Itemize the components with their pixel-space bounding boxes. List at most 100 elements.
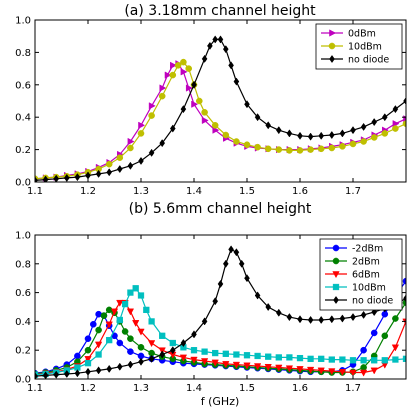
panel-b-series-6dbm-point-27 — [285, 365, 294, 373]
panel-b-series-no-diode-point-6 — [95, 366, 102, 375]
panel-b-series-2dbm-point-35 — [370, 329, 378, 337]
panel-b-series-no-diode-point-29 — [307, 315, 314, 324]
panel-b-y-tick-label-1: 0.2 — [15, 346, 31, 357]
panel-a-series-10dbm-point-11 — [148, 112, 155, 119]
panel-b-x-tick-label-0: 1.1 — [27, 383, 43, 394]
panel-b-y-tick-label-3: 0.6 — [15, 288, 31, 299]
panel-b-series-no-diode-point-25 — [265, 302, 272, 312]
panel-b-legend-marker-6dbm — [332, 271, 340, 279]
panel-b-series-6dbm-point-7 — [105, 321, 113, 329]
panel-a-series-10dbm-point-10 — [137, 130, 145, 137]
panel-a-legend-label-0dbm: 0dBm — [348, 29, 376, 40]
panel-b-series-10dbm-point-26 — [275, 354, 282, 361]
panel-a-series-10dbm-point-34 — [360, 138, 367, 145]
panel-a-series-10dbm-point-32 — [339, 143, 346, 150]
panel-b-series-no-diode-point-34 — [360, 310, 367, 319]
panel-b-series-no-diode-point-21 — [233, 248, 240, 257]
panel-a-series-10dbm-point-12 — [158, 92, 166, 100]
panel-b-series-6dbm-point-17 — [179, 354, 188, 362]
panel-a-series-0dbm-point-11 — [148, 102, 156, 110]
panel-b-series-2dbm-point-12 — [127, 348, 134, 355]
panel-b-series-no-diode-point-16 — [201, 317, 208, 326]
panel-b-series-6dbm-point-37 — [391, 344, 400, 352]
panel-b-series-6dbm-point-28 — [296, 366, 304, 374]
panel-b-series-no-diode-point-38 — [403, 294, 406, 303]
panel-a-series-10dbm-point-27 — [286, 147, 293, 154]
panel-b-series-6dbm-point-13 — [137, 328, 145, 336]
panel-a-series-10dbm-point-25 — [264, 145, 272, 153]
panel-b-series-10dbm-point-34 — [360, 357, 367, 364]
panel-a-series-10dbm-point-16 — [185, 65, 193, 72]
panel-a-series-10dbm-point-24 — [254, 143, 261, 151]
panel-a-series-0dbm-line — [35, 62, 406, 180]
panel-a-series-10dbm-point-30 — [317, 145, 325, 153]
panel-b-y-tick-label-4: 0.8 — [15, 259, 31, 270]
panel-b-legend-label-2dbm: 2dBm — [352, 257, 380, 268]
panel-a-series-no-diode-point-34 — [360, 122, 367, 131]
panel-b-legend-marker-10dbm — [332, 283, 340, 291]
panel-b-series-no-diode-point-17 — [212, 297, 219, 306]
panel-a-x-tick-label-4: 1.5 — [239, 186, 255, 197]
panel-b-series-10dbm-point-6 — [95, 351, 102, 358]
panel-b-series-2dbm-point-38 — [402, 277, 406, 285]
panel-b-legend-marker-no-diode — [333, 295, 339, 305]
panel-a-series-10dbm-point-28 — [296, 147, 304, 154]
panel-a-series-10dbm-point-38 — [402, 120, 406, 127]
panel-a-series-no-diode-point-4 — [74, 173, 81, 182]
panel-a-legend-marker-0dbm — [329, 29, 337, 37]
panel-b-series-10dbm-point-15 — [159, 332, 166, 339]
panel-a-series-no-diode-point-21 — [228, 61, 234, 70]
panel-a-series-10dbm-line — [35, 61, 406, 180]
panel-b-series-6dbm-point-12 — [132, 320, 140, 327]
panel-b-series-no-diode-point-22 — [238, 259, 245, 268]
panel-a-series-no-diode-point-23 — [244, 100, 250, 109]
panel-a-series-0dbm-point-9 — [127, 137, 135, 146]
panel-a-series-0dbm-point-10 — [138, 121, 146, 129]
panel-a-x-tick-label-0: 1.1 — [27, 186, 43, 197]
panel-b-x-tick-label-5: 1.6 — [292, 383, 308, 394]
panel-b-series-10dbm-point-29 — [307, 355, 314, 362]
panel-b-series-2dbm-point-34 — [360, 346, 367, 354]
panel-b-series-no-diode-point-19 — [222, 259, 229, 268]
panel-b-legend-label-no-diode: no diode — [352, 296, 393, 307]
panel-b-series-no-diode-point-27 — [286, 313, 293, 322]
panel-a: (a) 3.18mm channel height 1.1 1.2 1.3 1.4 1.… — [15, 3, 407, 197]
panel-a-series-no-diode-point-29 — [307, 132, 314, 141]
panel-b-series-6dbm-point-31 — [328, 368, 336, 376]
panel-b-series-10dbm-point-9 — [121, 300, 129, 308]
panel-b-x-tick-label-4: 1.5 — [239, 383, 255, 394]
panel-b-series-no-diode-point-24 — [254, 291, 261, 300]
panel-a-series-no-diode-point-18 — [212, 35, 219, 44]
panel-a-series-10dbm-point-36 — [381, 130, 389, 137]
panel-a-series-10dbm-point-13 — [169, 71, 177, 79]
panel-a-series-no-diode-point-11 — [148, 148, 155, 157]
panel-a-x-tick-label-6: 1.7 — [345, 186, 361, 197]
panel-b-y-tick-label-0: 0.0 — [15, 375, 31, 386]
panel-a-series-10dbm-point-20 — [211, 121, 219, 129]
panel-b-series-6dbm-point-25 — [264, 363, 272, 371]
panel-b-series-6dbm-point-19 — [200, 358, 209, 366]
panel-a-series-no-diode-point-1 — [42, 175, 49, 182]
panel-b-series-6dbm-point-29 — [306, 366, 315, 374]
panel-a-series-no-diode-point-35 — [371, 118, 378, 127]
panel-b-series-10dbm-point-19 — [201, 348, 208, 355]
panel-b-series-10dbm-point-28 — [296, 354, 304, 362]
panel-a-series-10dbm-point-37 — [392, 125, 399, 132]
panel-a-series-no-diode-point-38 — [403, 96, 406, 106]
panel-b-series-no-diode-point-13 — [169, 346, 176, 355]
panel-b-series-10dbm-point-32 — [339, 356, 346, 363]
panel-b-series-6dbm-point-21 — [222, 361, 230, 369]
panel-a-legend-marker-10dbm — [328, 42, 336, 50]
panel-b-series-6dbm-point-32 — [338, 369, 347, 376]
panel-b-series-6dbm-point-38 — [402, 318, 406, 326]
panel-b-series-no-diode-point-33 — [350, 313, 356, 322]
panel-a-series-10dbm-point-23 — [243, 141, 251, 149]
panel-b-series-no-diode-point-20 — [228, 245, 234, 254]
panel-a-axes-frame — [34, 19, 407, 183]
panel-b-y-tick-label-2: 0.4 — [15, 317, 31, 328]
panel-a-legend: 0dBm 10dBm no diode — [315, 23, 403, 70]
panel-b-series-2dbm-point-34 — [360, 364, 367, 371]
panel-b-series-10dbm-point-18 — [190, 347, 198, 354]
panel-a-series-no-diode-point-7 — [106, 168, 113, 177]
panel-a-series-no-diode-point-30 — [318, 131, 325, 140]
